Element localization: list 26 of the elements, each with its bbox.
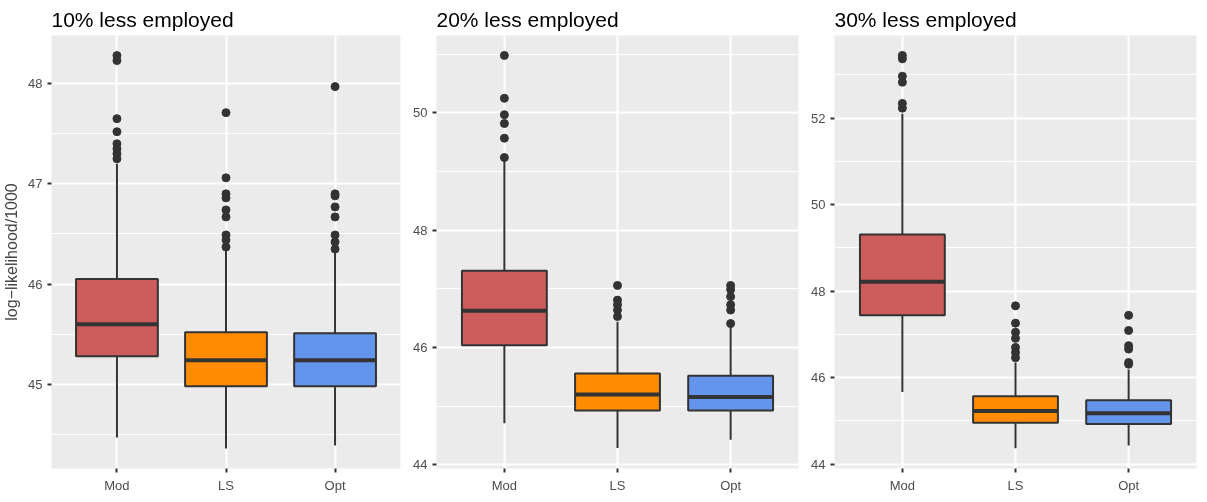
x-tick-label: LS: [1007, 477, 1024, 493]
x-tick-label: Opt: [720, 477, 742, 493]
x-tick-label: LS: [218, 477, 235, 493]
y-tick-label: 52: [811, 110, 826, 126]
y-tick-label: 44: [811, 456, 826, 472]
y-tick-label: 45: [28, 376, 43, 392]
chart-title: 30% less employed: [834, 7, 1017, 31]
y-tick-label: 46: [811, 370, 826, 386]
chart-title: 20% less employed: [436, 7, 619, 31]
y-tick-label: 48: [413, 222, 428, 238]
x-tick-label: Mod: [491, 477, 518, 493]
chart-title: 10% less employed: [51, 7, 234, 31]
y-tick-label: 50: [413, 105, 428, 121]
y-tick-label: 50: [811, 197, 826, 213]
x-tick-label: LS: [609, 477, 626, 493]
y-tick-label: 47: [28, 176, 43, 192]
y-tick-label: 48: [811, 283, 826, 299]
x-tick-label: Opt: [324, 477, 346, 493]
x-tick-label: Mod: [889, 477, 916, 493]
y-tick-label: 46: [413, 340, 428, 356]
x-tick-label: Opt: [1118, 477, 1140, 493]
y-axis-title: log−likelihood/1000: [3, 183, 21, 321]
y-tick-label: 46: [28, 276, 43, 292]
y-tick-label: 48: [28, 76, 43, 92]
y-tick-label: 44: [413, 457, 428, 473]
x-tick-label: Mod: [104, 477, 130, 493]
